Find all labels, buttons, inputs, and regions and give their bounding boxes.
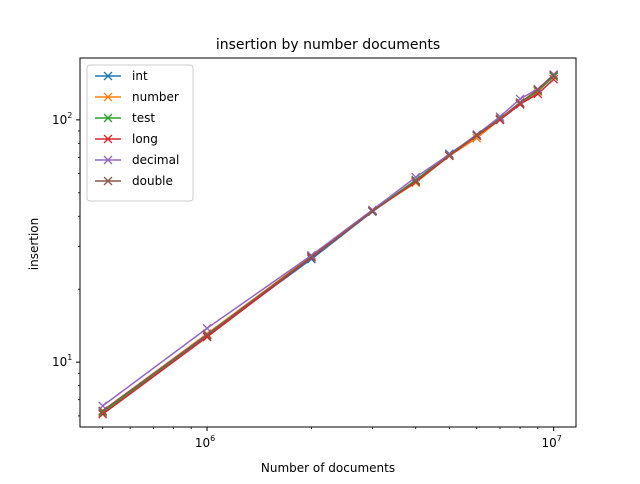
legend-item: decimal — [95, 153, 179, 167]
data-point-double — [98, 406, 108, 416]
legend-marker — [103, 155, 113, 165]
legend-label: number — [132, 90, 179, 104]
x-axis-label: Number of documents — [261, 461, 395, 475]
legend-item: int — [95, 69, 148, 83]
data-point-double — [367, 206, 377, 216]
data-point-double — [411, 176, 421, 186]
legend-item: long — [95, 132, 158, 146]
y-tick-label: 102 — [52, 111, 72, 127]
legend-label: int — [132, 69, 148, 83]
y-axis-label: insertion — [27, 218, 41, 271]
data-point-long — [202, 332, 212, 342]
data-point-double — [495, 114, 505, 124]
chart-title: insertion by number documents — [216, 37, 440, 53]
x-tick-label-exp: 6 — [210, 434, 215, 443]
series-layer — [98, 69, 559, 419]
legend-marker — [103, 113, 113, 123]
data-point-double — [202, 330, 212, 340]
data-point-long — [98, 409, 108, 419]
legend-label: test — [132, 111, 155, 125]
x-tick-label: 106 — [195, 434, 215, 450]
data-point-decimal — [515, 94, 525, 104]
legend-label: double — [132, 174, 173, 188]
legend-item: number — [95, 90, 179, 104]
data-point-double — [515, 97, 525, 107]
legend-marker — [103, 92, 113, 102]
x-tick-label-base: 10 — [195, 436, 210, 450]
legend-box — [86, 64, 194, 202]
plot-frame — [79, 57, 577, 428]
x-tick-label: 107 — [541, 434, 561, 450]
data-point-double — [472, 130, 482, 140]
legend: int number test long decimal double — [86, 64, 194, 202]
y-tick-label-base: 10 — [52, 113, 67, 127]
y-tick-label-exp: 1 — [67, 353, 72, 362]
x-tick-label-exp: 7 — [557, 434, 562, 443]
data-point-decimal — [411, 172, 421, 182]
series-double — [98, 70, 559, 416]
legend-item: test — [95, 111, 155, 125]
legend-marker — [103, 176, 113, 186]
data-point-double — [444, 150, 454, 160]
data-point-test — [549, 72, 559, 81]
data-point-double — [549, 70, 559, 80]
y-tick-label-base: 10 — [52, 355, 67, 369]
y-tick-label-exp: 2 — [67, 111, 72, 120]
legend-item: double — [95, 174, 173, 188]
data-point-decimal — [202, 323, 212, 333]
legend-marker — [103, 71, 113, 81]
x-tick-label-base: 10 — [541, 436, 556, 450]
data-point-decimal — [495, 112, 505, 122]
legend-label: long — [132, 132, 158, 146]
data-point-test — [98, 408, 108, 417]
y-tick-label: 101 — [52, 353, 72, 369]
legend-marker — [103, 134, 113, 144]
legend-label: decimal — [132, 153, 179, 167]
data-point-double — [306, 252, 316, 262]
data-point-double — [533, 85, 543, 95]
